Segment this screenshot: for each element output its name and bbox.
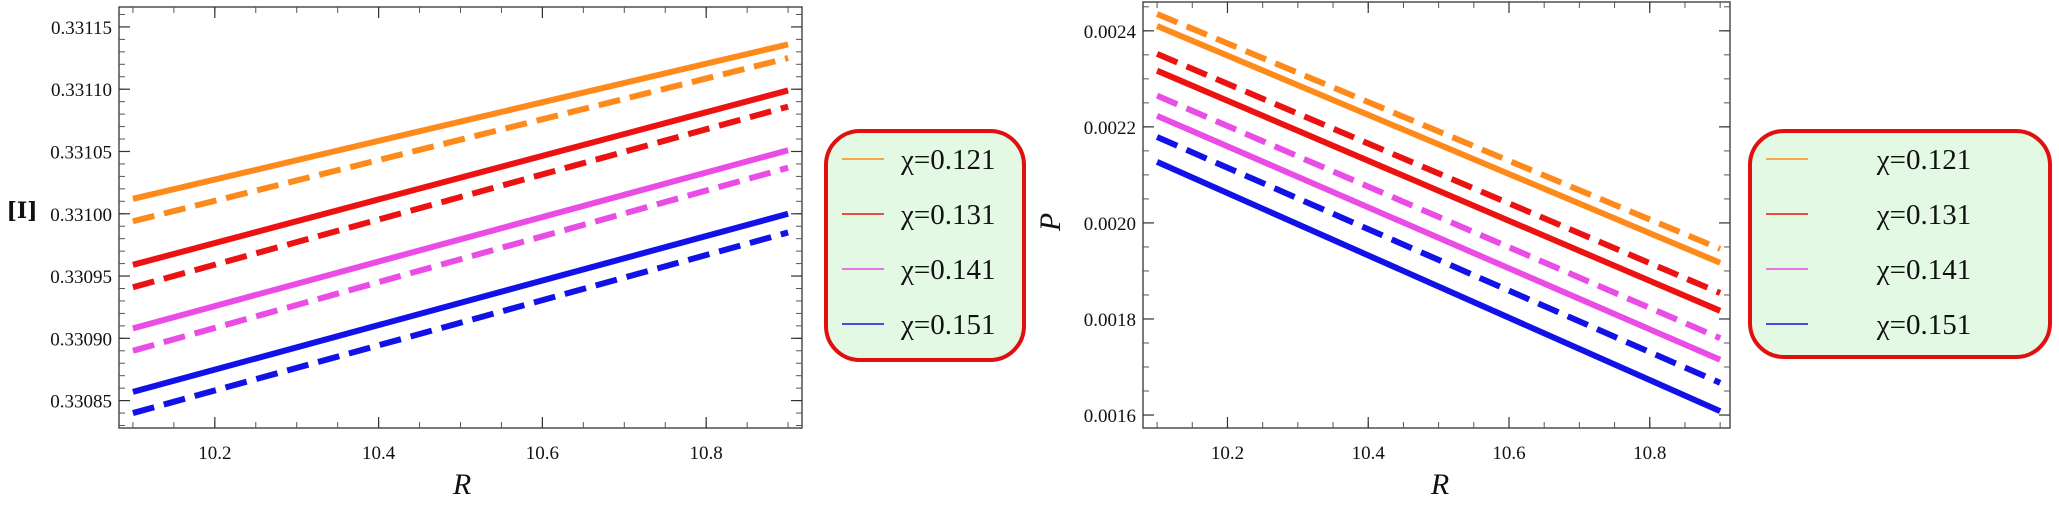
y-tick-label: 0.33110 xyxy=(51,80,112,101)
legend-label: χ=0.141 xyxy=(1876,254,1971,286)
y-tick-label: 0.0018 xyxy=(1084,310,1136,331)
y-tick-label: 0.33090 xyxy=(50,329,112,350)
series-line-dashed xyxy=(1155,134,1722,386)
plot-frame xyxy=(1142,1,1731,429)
legend: χ=0.121 χ=0.131 χ=0.141 χ=0.151 xyxy=(1748,129,2052,359)
legend-label: χ=0.131 xyxy=(1876,199,1971,231)
y-tick-label: 0.33105 xyxy=(50,142,112,163)
x-tick-label: 10.8 xyxy=(690,443,723,464)
legend-box xyxy=(1748,129,2052,359)
series-line-dashed xyxy=(132,55,789,225)
series-line-solid xyxy=(132,41,789,202)
series-line-solid xyxy=(132,147,789,332)
legend: χ=0.121 χ=0.131 χ=0.141 χ=0.151 xyxy=(824,129,1026,362)
plot-2: 0.0016 0.0018 0.0020 0.0022 0.0024 10.2 10.4 10… xyxy=(1034,1,2052,501)
y-tick-label: 0.0022 xyxy=(1084,118,1136,139)
series-line-solid xyxy=(1155,113,1722,363)
series-line-solid xyxy=(1155,23,1722,266)
series-line-solid xyxy=(1155,159,1722,414)
x-axis-title: R xyxy=(452,468,471,501)
series-line-solid xyxy=(132,210,789,395)
x-tick-label: 10.2 xyxy=(1211,443,1244,464)
x-tick-label: 10.4 xyxy=(1352,443,1386,464)
legend-box xyxy=(824,129,1026,362)
legend-label: χ=0.141 xyxy=(900,254,995,286)
y-tick-label: 0.33085 xyxy=(50,392,112,413)
legend-label: χ=0.121 xyxy=(1876,144,1971,176)
y-tick-label: 0.33115 xyxy=(51,18,112,39)
y-tick-label: 0.0020 xyxy=(1084,214,1136,235)
x-axis-title: R xyxy=(1430,468,1449,501)
y-tick-label: 0.0016 xyxy=(1084,406,1136,427)
series-line-dashed xyxy=(1155,11,1722,252)
y-axis-title: P xyxy=(1034,213,1067,232)
x-tick-label: 10.6 xyxy=(526,443,559,464)
series-line-dashed xyxy=(132,164,789,354)
x-tick-label: 10.4 xyxy=(362,443,396,464)
y-axis-title: [I] xyxy=(6,198,37,224)
series-line-dashed xyxy=(132,229,789,416)
series-line-dashed xyxy=(1155,92,1722,341)
series-line-dashed xyxy=(1155,51,1722,296)
legend-label: χ=0.151 xyxy=(900,309,995,341)
legend-label: χ=0.151 xyxy=(1876,309,1971,341)
x-tick-label: 10.6 xyxy=(1492,443,1525,464)
y-tick-label: 0.33095 xyxy=(50,267,112,288)
legend-label: χ=0.131 xyxy=(900,199,995,231)
y-tick-label: 0.33100 xyxy=(50,205,112,226)
series-line-solid xyxy=(1155,67,1722,314)
legend-label: χ=0.121 xyxy=(900,144,995,176)
series-line-dashed xyxy=(132,103,789,291)
x-tick-label: 10.8 xyxy=(1633,443,1666,464)
plot-1: 0.33085 0.33090 0.33095 0.33100 0.33105 0.331… xyxy=(6,6,1026,501)
x-tick-label: 10.2 xyxy=(198,443,231,464)
y-tick-label: 0.0024 xyxy=(1084,22,1137,43)
series-line-solid xyxy=(132,87,789,268)
